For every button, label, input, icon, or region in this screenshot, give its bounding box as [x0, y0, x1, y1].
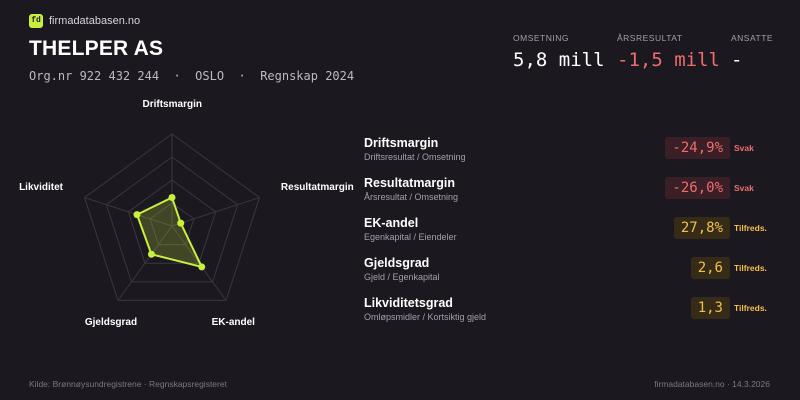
metric-value: 27,8% — [673, 217, 730, 239]
metric-name: Gjeldsgrad — [364, 256, 430, 270]
kpi-revenue-value: 5,8 mill — [513, 49, 605, 71]
radar-grid-ring — [105, 156, 239, 283]
radar-axis-line — [171, 197, 260, 227]
company-name: THELPER AS — [29, 37, 164, 60]
metric-formula: Omløpsmidler / Kortsiktig gjeld — [364, 312, 487, 322]
radar-grid-ring — [127, 179, 217, 264]
metric-name: Driftsmargin — [364, 136, 439, 150]
radar-data-point — [168, 193, 176, 201]
metric-formula: Driftsresultat / Omsetning — [364, 152, 466, 162]
radar-axis-label-driftsmargin: Driftsmargin — [142, 98, 202, 110]
metric-value: 2,6 — [690, 257, 730, 279]
kpi-revenue-label: OMSETNING — [513, 33, 569, 43]
metrics-list: Driftsmargin Driftsresultat / Omsetning … — [364, 134, 784, 334]
kpi-result-value: -1,5 mill — [617, 49, 720, 71]
brand[interactable]: fd firmadatabasen.no — [29, 14, 140, 28]
radar-grid-ring — [149, 202, 195, 246]
metric-status-badge: Tilfreds. — [734, 263, 767, 273]
radar-axis-label-likviditet: Likviditet — [19, 182, 63, 194]
radar-data-point — [177, 219, 185, 227]
radar-data-point — [133, 211, 141, 219]
radar-axis-label-resultatmargin: Resultatmargin — [280, 182, 354, 194]
footer-site-date[interactable]: firmadatabasen.no · 14.3.2026 — [654, 379, 770, 389]
metric-row-gjeldsgrad: Gjeldsgrad Gjeld / Egenkapital 2,6 Tilfr… — [364, 254, 784, 294]
kpi-revenue: OMSETNING 5,8 mill — [513, 33, 605, 71]
radar-data-point — [198, 263, 206, 271]
metric-formula: Gjeld / Egenkapital — [364, 272, 440, 282]
metric-status-badge: Svak — [734, 143, 754, 153]
radar-data-point — [147, 250, 155, 258]
metric-value: -26,0% — [665, 177, 730, 199]
radar-grid-ring — [83, 133, 261, 301]
metric-name: Resultatmargin — [364, 176, 455, 190]
metric-formula: Egenkapital / Eiendeler — [364, 232, 457, 242]
metric-status-badge: Svak — [734, 183, 754, 193]
metric-value: -24,9% — [665, 137, 730, 159]
metric-value: 1,3 — [690, 297, 730, 319]
kpi-result: ÅRSRESULTAT -1,5 mill — [617, 33, 720, 71]
brand-name: firmadatabasen.no — [49, 15, 141, 27]
radar-svg — [83, 133, 261, 301]
kpi-employees: ANSATTE - — [731, 33, 773, 71]
metric-row-resultatmargin: Resultatmargin Årsresultat / Omsetning -… — [364, 174, 784, 214]
metric-status-badge: Tilfreds. — [734, 303, 767, 313]
metric-status-badge: Tilfreds. — [734, 223, 767, 233]
radar-axis-label-ek-andel: EK-andel — [211, 316, 255, 328]
brand-logo-icon: fd — [29, 14, 43, 28]
metric-formula: Årsresultat / Omsetning — [364, 192, 459, 202]
radar-axis-label-gjeldsgrad: Gjeldsgrad — [84, 316, 138, 328]
metric-name: EK-andel — [364, 216, 419, 230]
metric-row-driftsmargin: Driftsmargin Driftsresultat / Omsetning … — [364, 134, 784, 174]
kpi-result-label: ÅRSRESULTAT — [617, 33, 683, 43]
company-meta: Org.nr 922 432 244 · OSLO · Regnskap 202… — [29, 69, 355, 83]
radar-axis-line — [117, 225, 173, 301]
radar-data-area — [135, 196, 204, 269]
kpi-employees-label: ANSATTE — [731, 33, 774, 43]
footer-source: Kilde: Brønnøysundregistrene · Regnskaps… — [29, 379, 227, 389]
metric-row-likviditetsgrad: Likviditetsgrad Omløpsmidler / Kortsikti… — [364, 294, 784, 334]
radar-chart: Driftsmargin Resultatmargin EK-andel Gje… — [0, 90, 360, 350]
metric-row-ek-andel: EK-andel Egenkapital / Eiendeler 27,8% T… — [364, 214, 784, 254]
kpi-employees-value: - — [731, 49, 743, 71]
metric-name: Likviditetsgrad — [364, 296, 453, 310]
radar-axis-line — [84, 197, 173, 227]
